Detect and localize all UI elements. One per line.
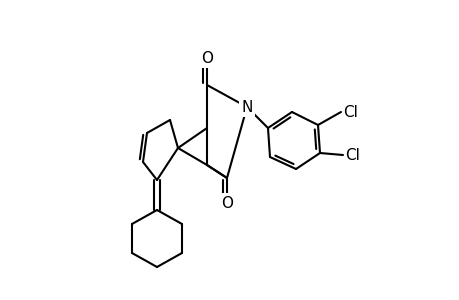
Text: O: O xyxy=(201,50,213,65)
Text: Cl: Cl xyxy=(344,148,359,163)
Text: O: O xyxy=(220,196,233,211)
Text: N: N xyxy=(241,100,252,115)
Text: Cl: Cl xyxy=(342,104,357,119)
